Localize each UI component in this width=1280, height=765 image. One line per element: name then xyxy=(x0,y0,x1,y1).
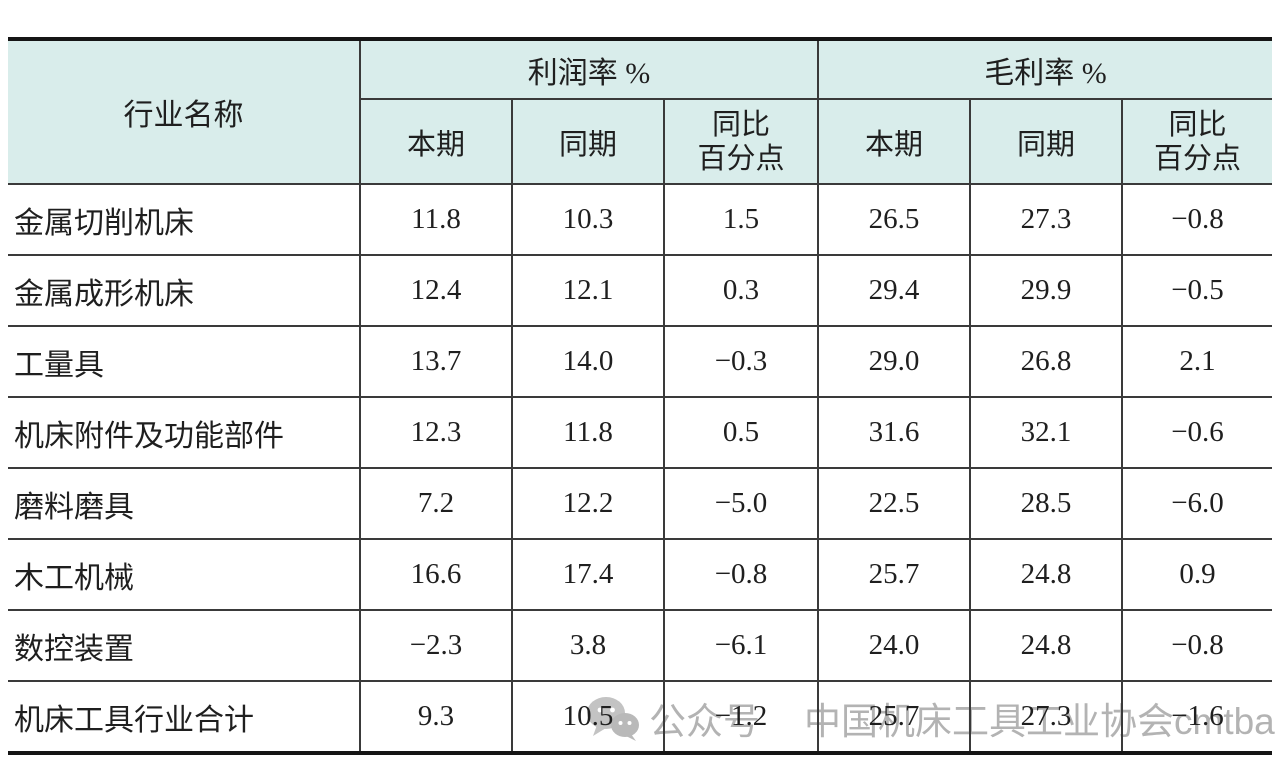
value-cell: 22.5 xyxy=(817,467,970,539)
industry-cell: 机床附件及功能部件 xyxy=(8,396,360,468)
value-cell: 26.5 xyxy=(817,183,970,255)
value-cell: −0.3 xyxy=(663,325,818,397)
table-row-total: 机床工具行业合计 9.3 10.5 −1.2 25.7 27.3 −1.6 xyxy=(8,680,1273,753)
value-cell: 11.8 xyxy=(359,183,512,255)
industry-cell: 木工机械 xyxy=(8,538,360,610)
value-cell: 24.8 xyxy=(969,609,1122,681)
value-cell: 0.3 xyxy=(663,254,818,326)
column-header-industry: 行业名称 xyxy=(8,39,360,184)
value-cell: 10.3 xyxy=(511,183,664,255)
value-cell: −1.2 xyxy=(663,680,818,753)
value-cell: 29.9 xyxy=(969,254,1122,326)
value-cell: −0.8 xyxy=(663,538,818,610)
value-cell: 3.8 xyxy=(511,609,664,681)
value-cell: 24.8 xyxy=(969,538,1122,610)
value-cell: 14.0 xyxy=(511,325,664,397)
table-row: 金属切削机床 11.8 10.3 1.5 26.5 27.3 −0.8 xyxy=(8,183,1273,255)
value-cell: 12.1 xyxy=(511,254,664,326)
value-cell: 9.3 xyxy=(359,680,512,753)
value-cell: −0.8 xyxy=(1120,609,1273,681)
header-sub-row: 本期 同期 同比 百分点 本期 同期 同比 百分点 xyxy=(8,98,1273,184)
value-cell: −0.5 xyxy=(1120,254,1273,326)
value-cell: 24.0 xyxy=(817,609,970,681)
header-group-row: 行业名称 利润率 % 毛利率 % xyxy=(8,39,1273,184)
table-row: 工量具 13.7 14.0 −0.3 29.0 26.8 2.1 xyxy=(8,325,1273,397)
value-cell: 32.1 xyxy=(969,396,1122,468)
value-cell: 29.4 xyxy=(817,254,970,326)
value-cell: 10.5 xyxy=(511,680,664,753)
value-cell: 29.0 xyxy=(817,325,970,397)
column-header-gross-current: 本期 xyxy=(817,98,970,184)
industry-cell: 磨料磨具 xyxy=(8,467,360,539)
column-header-gross-same-period: 同期 xyxy=(969,98,1122,184)
column-header-profit-same-period: 同期 xyxy=(511,98,664,184)
table-body: 金属切削机床 11.8 10.3 1.5 26.5 27.3 −0.8 金属成形… xyxy=(8,183,1273,753)
industry-cell: 数控装置 xyxy=(8,609,360,681)
column-header-profit-current: 本期 xyxy=(359,98,512,184)
value-cell: 16.6 xyxy=(359,538,512,610)
industry-profit-table: 行业名称 利润率 % 毛利率 % 本期 同期 同比 百分点 本期 同期 同比 百… xyxy=(8,37,1273,755)
value-cell: 13.7 xyxy=(359,325,512,397)
table-row: 机床附件及功能部件 12.3 11.8 0.5 31.6 32.1 −0.6 xyxy=(8,396,1273,468)
industry-cell: 工量具 xyxy=(8,325,360,397)
value-cell: 25.7 xyxy=(817,538,970,610)
column-header-profit-yoy-points: 同比 百分点 xyxy=(663,98,818,184)
value-cell: 12.2 xyxy=(511,467,664,539)
column-header-gross-yoy-points: 同比 百分点 xyxy=(1120,98,1273,184)
table-header: 行业名称 利润率 % 毛利率 % 本期 同期 同比 百分点 本期 同期 同比 百… xyxy=(8,39,1273,184)
value-cell: −6.1 xyxy=(663,609,818,681)
value-cell: −6.0 xyxy=(1120,467,1273,539)
table-row: 磨料磨具 7.2 12.2 −5.0 22.5 28.5 −6.0 xyxy=(8,467,1273,539)
value-cell: 0.9 xyxy=(1120,538,1273,610)
column-group-profit-rate: 利润率 % xyxy=(359,39,818,99)
table-row: 数控装置 −2.3 3.8 −6.1 24.0 24.8 −0.8 xyxy=(8,609,1273,681)
value-cell: 26.8 xyxy=(969,325,1122,397)
value-cell: 28.5 xyxy=(969,467,1122,539)
industry-cell: 金属切削机床 xyxy=(8,183,360,255)
value-cell: 12.4 xyxy=(359,254,512,326)
value-cell: −1.6 xyxy=(1120,680,1273,753)
value-cell: 1.5 xyxy=(663,183,818,255)
value-cell: 12.3 xyxy=(359,396,512,468)
value-cell: −5.0 xyxy=(663,467,818,539)
value-cell: 31.6 xyxy=(817,396,970,468)
column-group-gross-margin: 毛利率 % xyxy=(816,39,1273,99)
value-cell: 27.3 xyxy=(969,183,1122,255)
value-cell: −2.3 xyxy=(359,609,512,681)
industry-cell: 机床工具行业合计 xyxy=(8,680,360,753)
value-cell: 17.4 xyxy=(511,538,664,610)
table-row: 金属成形机床 12.4 12.1 0.3 29.4 29.9 −0.5 xyxy=(8,254,1273,326)
value-cell: 0.5 xyxy=(663,396,818,468)
value-cell: 2.1 xyxy=(1120,325,1273,397)
value-cell: 11.8 xyxy=(511,396,664,468)
table-row: 木工机械 16.6 17.4 −0.8 25.7 24.8 0.9 xyxy=(8,538,1273,610)
value-cell: 7.2 xyxy=(359,467,512,539)
industry-cell: 金属成形机床 xyxy=(8,254,360,326)
value-cell: 25.7 xyxy=(817,680,970,753)
value-cell: 27.3 xyxy=(969,680,1122,753)
value-cell: −0.6 xyxy=(1120,396,1273,468)
value-cell: −0.8 xyxy=(1120,183,1273,255)
